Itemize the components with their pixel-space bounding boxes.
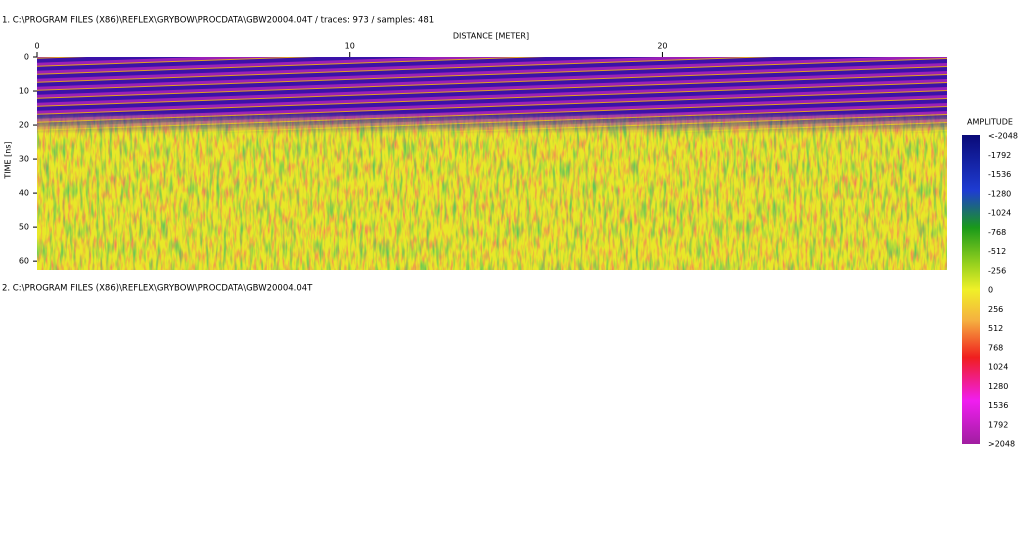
- colorbar-label: 1280: [988, 382, 1008, 391]
- colorbar-label: -1024: [988, 209, 1011, 218]
- colorbar-title: AMPLITUDE: [967, 118, 1013, 127]
- y-axis-label: TIME [ns]: [4, 141, 13, 179]
- y-tick-label: 30: [19, 155, 29, 164]
- colorbar-label: 0: [988, 286, 993, 295]
- panel-header: 1. C:\PROGRAM FILES (X86)\REFLEX\GRYBOW\…: [2, 16, 434, 26]
- colorbar-label: -1792: [988, 151, 1011, 160]
- x-tick-label: 0: [34, 42, 39, 51]
- radargram: [37, 57, 947, 270]
- y-tick-label: 10: [19, 87, 29, 96]
- x-tick-label: 20: [657, 42, 667, 51]
- colorbar-label: 768: [988, 343, 1003, 352]
- x-tick-label: 10: [345, 42, 355, 51]
- x-axis-label: DISTANCE [METER]: [453, 32, 529, 41]
- colorbar-label: -512: [988, 247, 1006, 256]
- colorbar-label: 256: [988, 305, 1003, 314]
- y-tick-label: 40: [19, 189, 29, 198]
- colorbar-label: 1536: [988, 401, 1008, 410]
- colorbar-label: -1280: [988, 189, 1011, 198]
- colorbar-label: -256: [988, 266, 1006, 275]
- colorbar-label: 1024: [988, 363, 1008, 372]
- colorbar-label: -768: [988, 228, 1006, 237]
- colorbar-label: 1792: [988, 420, 1008, 429]
- colorbar-label: >2048: [988, 440, 1015, 449]
- y-tick-label: 20: [19, 121, 29, 130]
- colorbar: [962, 135, 980, 444]
- colorbar-label: 512: [988, 324, 1003, 333]
- y-tick-label: 50: [19, 223, 29, 232]
- y-tick-label: 0: [24, 53, 29, 62]
- colorbar-label: <-2048: [988, 132, 1018, 141]
- y-tick-label: 60: [19, 257, 29, 266]
- colorbar-label: -1536: [988, 170, 1011, 179]
- panel-header: 2. C:\PROGRAM FILES (X86)\REFLEX\GRYBOW\…: [2, 284, 313, 294]
